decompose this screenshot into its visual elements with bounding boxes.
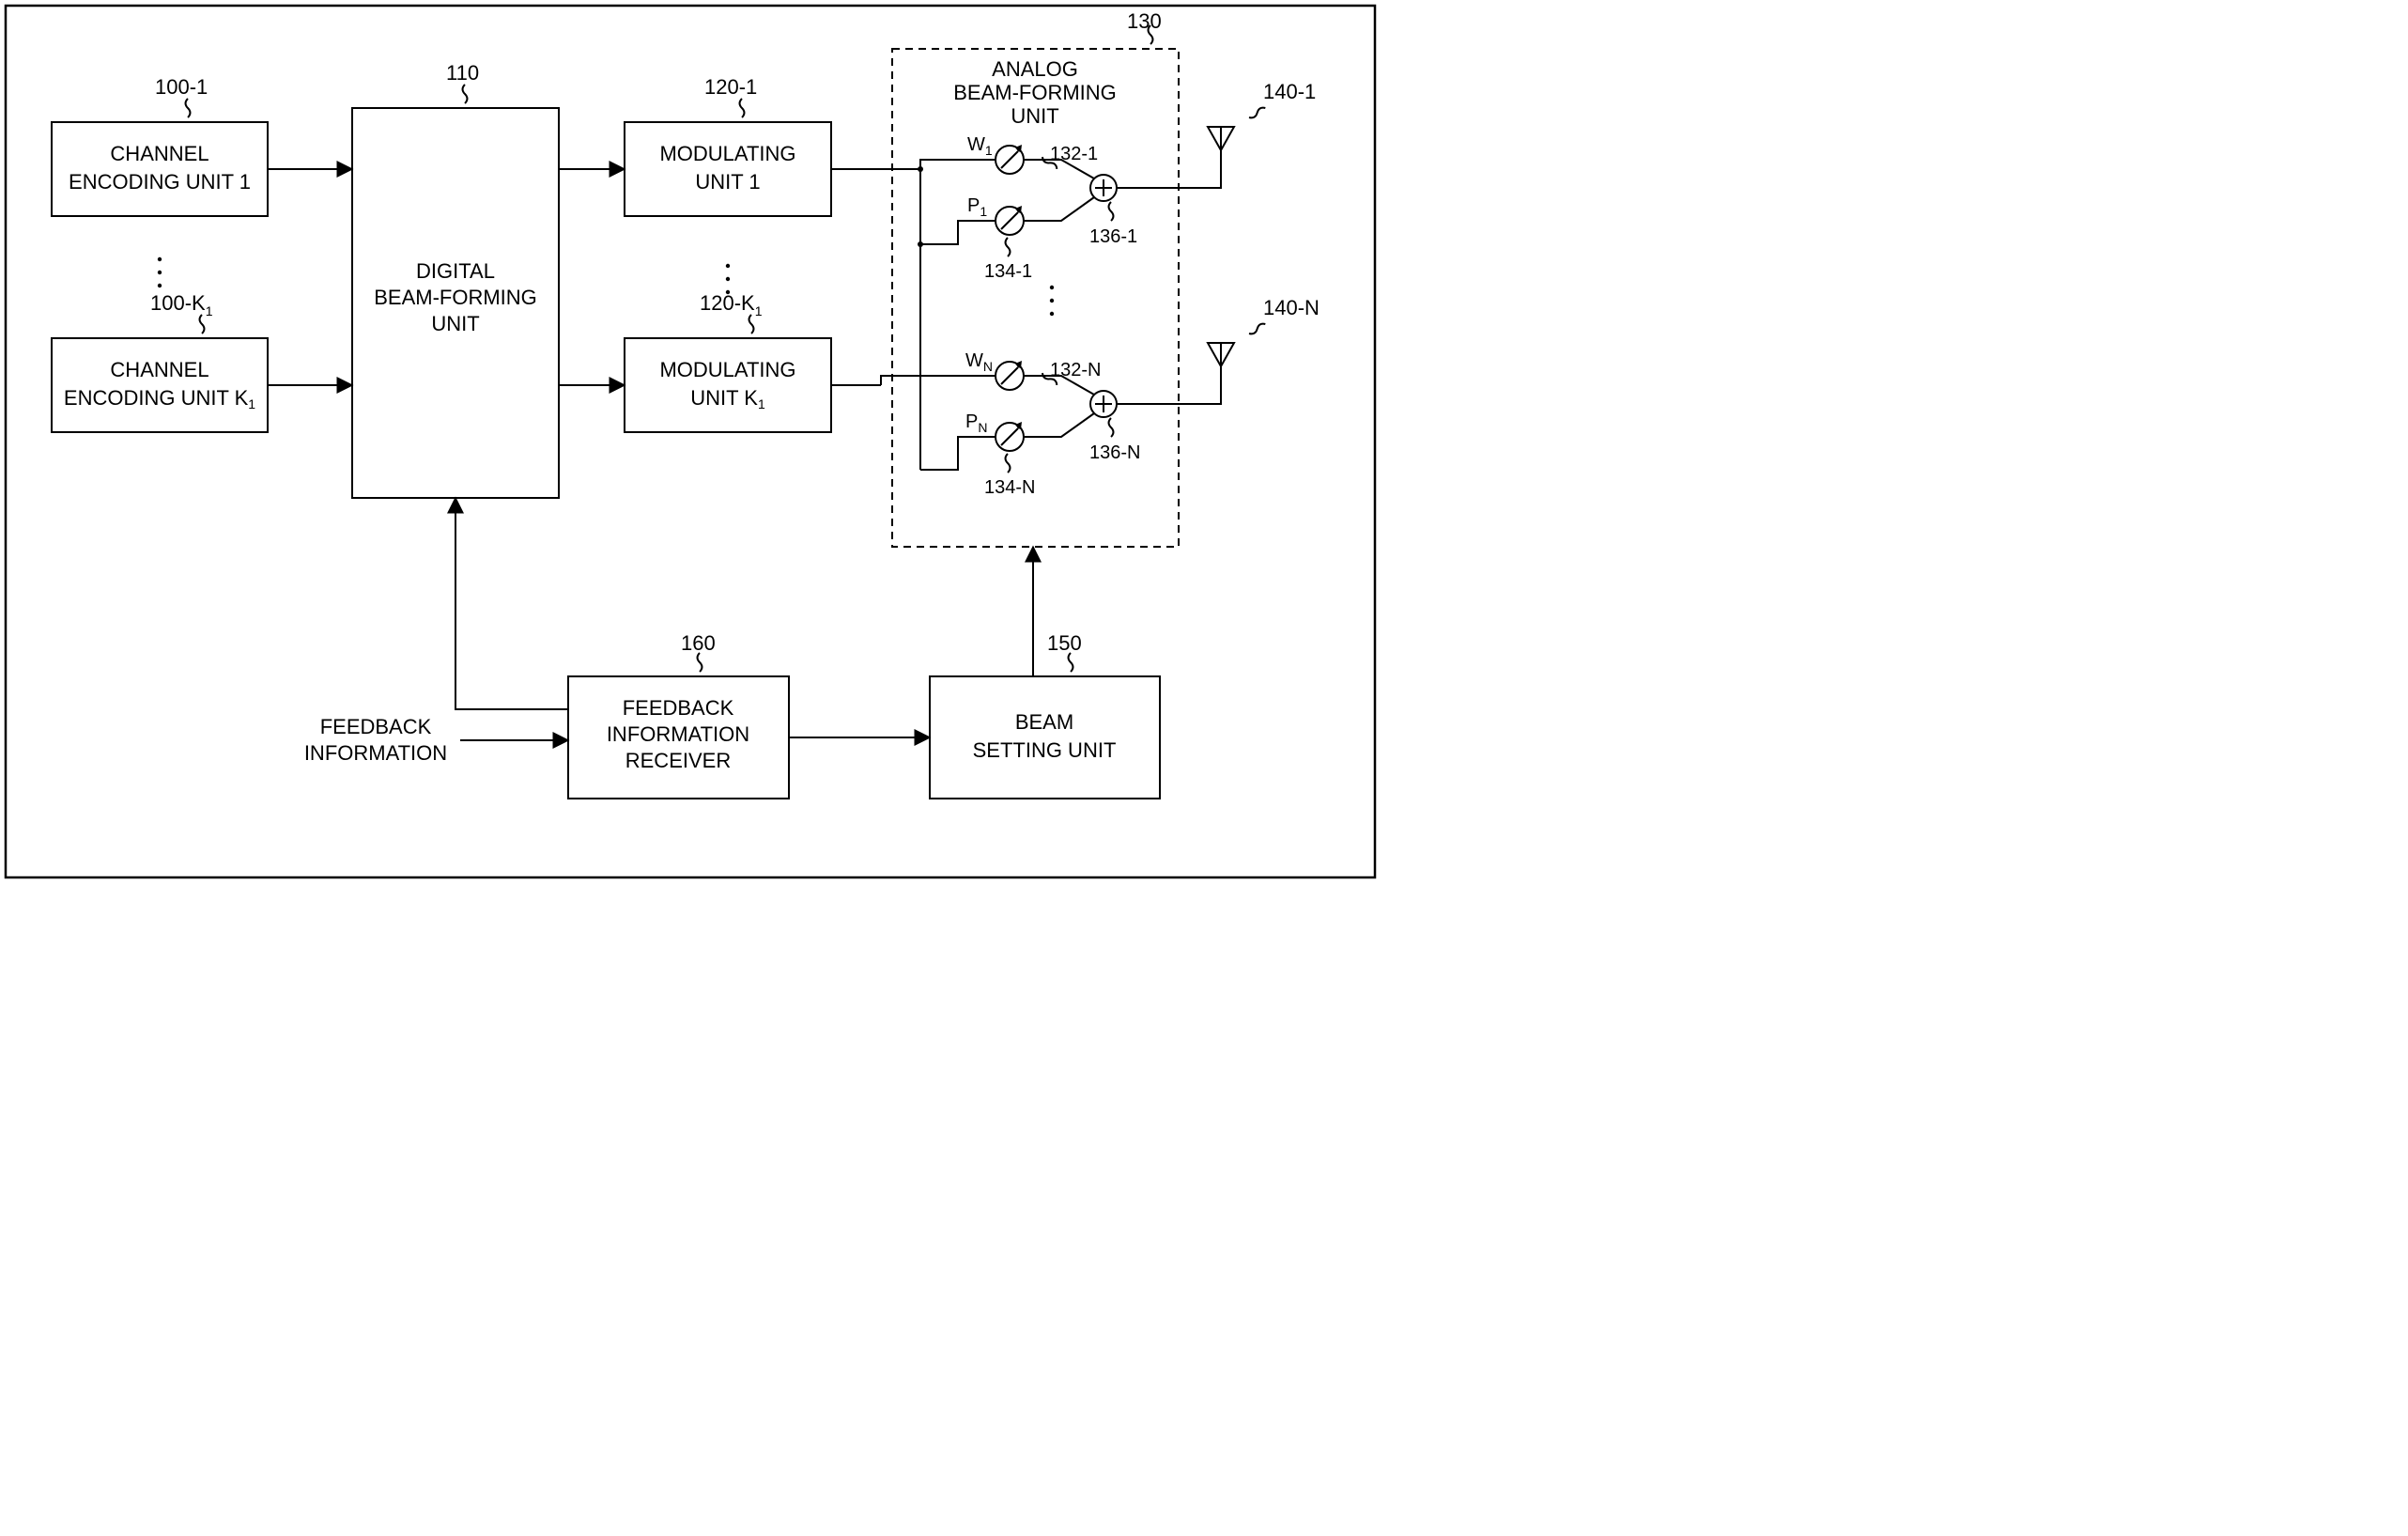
mod1-line2: UNIT 1 bbox=[695, 170, 760, 194]
wire bbox=[920, 437, 996, 470]
leader-icon bbox=[200, 315, 205, 334]
fir-line3: RECEIVER bbox=[625, 749, 731, 772]
leader-icon bbox=[1006, 454, 1011, 473]
cn-ref: 136-N bbox=[1089, 442, 1140, 463]
modK-line1: MODULATING bbox=[659, 358, 795, 381]
encK-line1: CHANNEL bbox=[110, 358, 208, 381]
wire bbox=[920, 221, 996, 244]
leader-icon bbox=[698, 653, 702, 672]
leader-icon bbox=[186, 99, 191, 117]
antenna-icon bbox=[1208, 343, 1234, 366]
arrow bbox=[455, 498, 568, 709]
leader-icon bbox=[740, 99, 745, 117]
modK-ref: 120-K1 bbox=[700, 291, 763, 318]
combiner-icon bbox=[1090, 175, 1117, 201]
wire bbox=[1024, 413, 1094, 437]
pn-ref: 134-N bbox=[984, 477, 1035, 498]
abf-line1: ANALOG bbox=[992, 57, 1078, 81]
w1-ref: 132-1 bbox=[1050, 144, 1098, 164]
modulating-unit-k1: MODULATING UNIT K1 bbox=[625, 338, 831, 432]
pn-label: PN bbox=[965, 411, 987, 435]
wn-ref: 132-N bbox=[1050, 360, 1101, 380]
bsu-line1: BEAM bbox=[1015, 710, 1073, 734]
p1-label: P1 bbox=[967, 195, 987, 219]
phase-shifter-icon bbox=[996, 361, 1024, 390]
vdots-icon bbox=[158, 257, 162, 287]
leader-icon bbox=[1109, 202, 1114, 221]
modulating-unit-1: MODULATING UNIT 1 bbox=[625, 122, 831, 216]
bsu-ref: 150 bbox=[1047, 631, 1082, 655]
mod1-line1: MODULATING bbox=[659, 142, 795, 165]
w1-label: W1 bbox=[967, 134, 993, 158]
abf-line2: BEAM-FORMING bbox=[953, 81, 1117, 104]
wire bbox=[1117, 366, 1221, 404]
enc1-line1: CHANNEL bbox=[110, 142, 208, 165]
enc1-line2: ENCODING UNIT 1 bbox=[69, 170, 251, 194]
wire bbox=[920, 160, 996, 169]
mod1-ref: 120-1 bbox=[704, 75, 757, 99]
a1-ref: 140-1 bbox=[1263, 80, 1316, 103]
wire bbox=[1117, 150, 1221, 188]
antenna-icon bbox=[1208, 127, 1234, 150]
encK-ref: 100-K1 bbox=[150, 291, 213, 318]
leader-icon bbox=[1109, 418, 1114, 437]
phase-shifter-icon bbox=[996, 422, 1024, 451]
diagram-svg: CHANNEL ENCODING UNIT 1 100-1 CHANNEL EN… bbox=[0, 0, 1381, 883]
bsu-line2: SETTING UNIT bbox=[973, 738, 1117, 762]
modK-line2: UNIT K1 bbox=[690, 386, 765, 411]
leader-icon bbox=[463, 85, 468, 103]
vdots-icon bbox=[726, 264, 730, 294]
an-ref: 140-N bbox=[1263, 296, 1320, 319]
leader-icon bbox=[1248, 322, 1267, 335]
channel-encoding-unit-1: CHANNEL ENCODING UNIT 1 bbox=[52, 122, 268, 216]
feedback-in-l1: FEEDBACK bbox=[320, 715, 432, 738]
vdots-icon bbox=[1050, 286, 1054, 316]
encK-line2: ENCODING UNIT K1 bbox=[64, 386, 255, 411]
p1-ref: 134-1 bbox=[984, 261, 1032, 282]
leader-icon bbox=[1006, 238, 1011, 256]
enc1-ref: 100-1 bbox=[155, 75, 208, 99]
combiner-icon bbox=[1090, 391, 1117, 417]
phase-shifter-icon bbox=[996, 145, 1024, 174]
abf-ref: 130 bbox=[1127, 9, 1162, 33]
dbf-ref: 110 bbox=[446, 61, 479, 85]
leader-icon bbox=[749, 315, 754, 334]
feedback-in-l2: INFORMATION bbox=[304, 741, 447, 765]
fir-line2: INFORMATION bbox=[607, 722, 749, 746]
c1-ref: 136-1 bbox=[1089, 226, 1137, 247]
digital-beam-forming-unit: DIGITAL BEAM-FORMING UNIT bbox=[352, 108, 559, 498]
dbf-line1: DIGITAL bbox=[416, 259, 495, 283]
dbf-line2: BEAM-FORMING bbox=[374, 286, 537, 309]
feedback-information-receiver: FEEDBACK INFORMATION RECEIVER bbox=[568, 676, 789, 799]
wire bbox=[1024, 197, 1094, 221]
leader-icon bbox=[1069, 653, 1073, 672]
leader-icon bbox=[1248, 106, 1267, 119]
channel-encoding-unit-k1: CHANNEL ENCODING UNIT K1 bbox=[52, 338, 268, 432]
dbf-line3: UNIT bbox=[431, 312, 479, 335]
wire bbox=[881, 376, 996, 385]
fir-line1: FEEDBACK bbox=[623, 696, 734, 720]
fir-ref: 160 bbox=[681, 631, 716, 655]
beam-setting-unit: BEAM SETTING UNIT bbox=[930, 676, 1160, 799]
wn-label: WN bbox=[965, 350, 993, 374]
abf-line3: UNIT bbox=[1011, 104, 1058, 128]
phase-shifter-icon bbox=[996, 206, 1024, 235]
